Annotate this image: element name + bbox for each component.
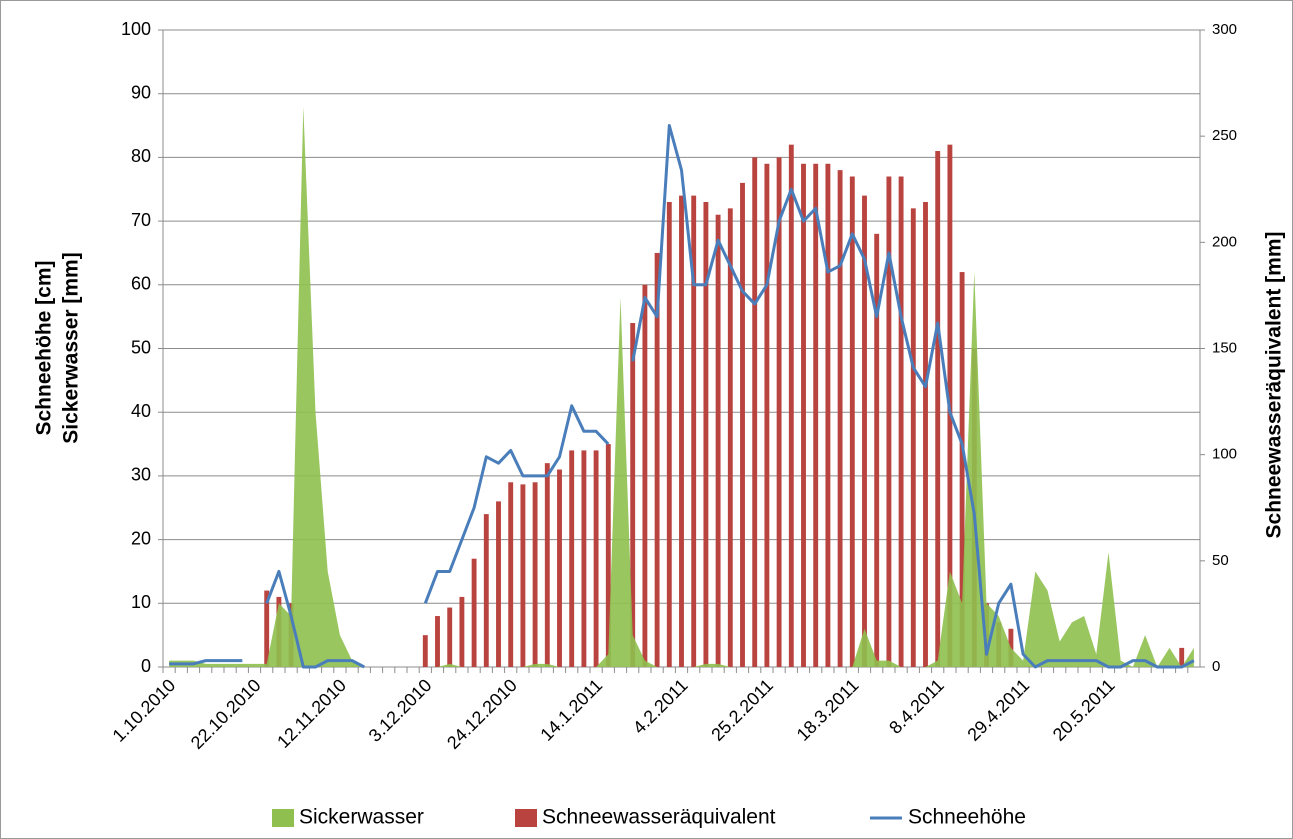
bar [264,590,270,667]
bar [910,208,916,668]
bar [471,558,477,667]
bar [679,195,684,667]
bar [447,607,453,667]
bar [862,195,867,667]
bar [764,163,770,667]
y-tick-label: 0 [141,656,151,676]
bar [959,272,965,667]
y-tick-label: 10 [131,592,151,612]
bar [605,444,611,667]
bar [740,182,745,667]
bar [935,151,941,667]
bar [776,157,782,667]
bar [508,482,514,667]
y2-tick-label: 100 [1212,446,1237,463]
bar [923,201,928,668]
bar [593,450,599,667]
legend-label: Schneewasseräquivalent [542,806,776,829]
bar [703,201,709,668]
bar [569,450,575,667]
y-axis-title: Sickerwasser [mm] [60,252,83,443]
y-tick-label: 80 [131,146,151,166]
y-tick-label: 50 [131,337,151,357]
legend-swatch [272,809,294,827]
bar [544,463,550,667]
bar [520,484,526,667]
y2-tick-label: 250 [1212,127,1237,144]
bar [715,214,721,668]
y-tick-label: 40 [131,401,151,421]
y-tick-label: 100 [121,19,151,39]
bar [886,176,892,667]
bar [691,195,697,667]
bar [557,469,562,667]
y2-axis-title: Schneewasseräquivalent [mm] [1263,232,1286,539]
bar [752,157,758,667]
y2-tick-label: 150 [1212,339,1237,356]
bar [874,233,880,667]
bar [483,514,489,667]
bar [642,284,648,667]
bar [837,170,843,667]
bar [788,144,794,667]
y2-tick-label: 0 [1212,658,1220,675]
y-tick-label: 90 [131,82,151,102]
bar [898,176,904,667]
y-tick-label: 30 [131,465,151,485]
y-axis-title: Schneehöhe [cm] [33,260,56,435]
bar [825,163,831,667]
bar [1179,647,1185,667]
y2-tick-label: 300 [1212,21,1237,38]
y-tick-label: 20 [131,528,151,548]
y2-tick-label: 50 [1212,552,1229,569]
y2-tick-label: 200 [1212,233,1237,250]
bar [459,596,465,667]
bar [849,176,855,667]
bar [630,323,636,667]
bar [532,482,538,667]
y-tick-label: 70 [131,210,151,230]
bar [435,616,440,667]
bar [422,635,428,667]
bar [581,450,587,667]
bar [801,163,806,667]
bar [666,201,672,668]
bar [727,208,733,668]
legend-swatch [515,809,537,827]
line [169,124,1195,669]
bar [813,163,819,667]
y-tick-label: 60 [131,274,151,294]
legend-label: Schneehöhe [908,806,1026,829]
bar [654,252,660,667]
legend-label: Sickerwasser [299,806,424,829]
bar [496,501,501,667]
